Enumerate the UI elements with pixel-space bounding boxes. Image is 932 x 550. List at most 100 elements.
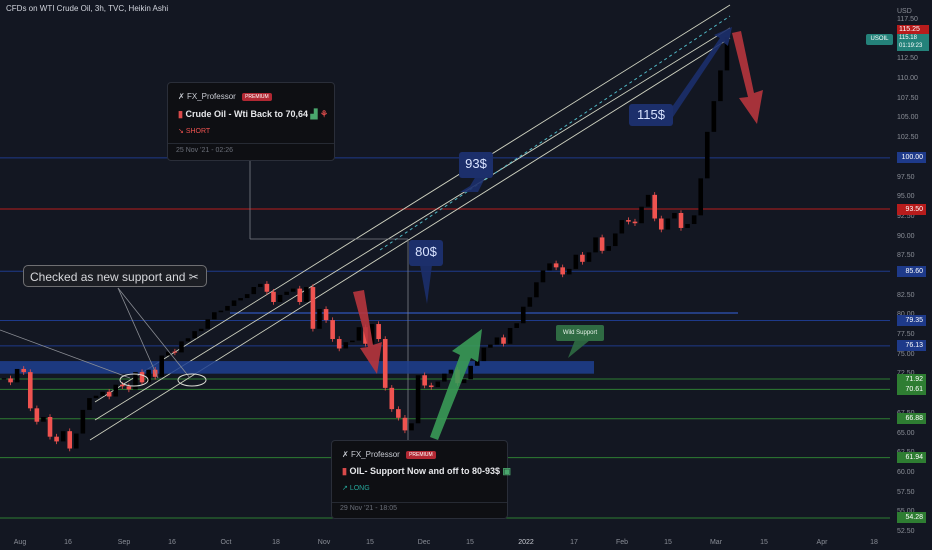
candle-body xyxy=(652,194,658,219)
chart-title: CFDs on WTI Crude Oil, 3h, TVC, Heikin A… xyxy=(6,4,169,13)
candle-body xyxy=(658,218,664,230)
candle-body xyxy=(665,218,671,230)
idea-title: OIL- Support Now and off to 80-93$ xyxy=(349,466,500,476)
idea-author[interactable]: FX_Professor xyxy=(186,92,236,101)
idea-date: 29 Nov '21 - 18:05 xyxy=(340,505,397,512)
y-tick-label: 80.00 xyxy=(897,311,915,318)
candle-body xyxy=(126,386,132,390)
candle-body xyxy=(560,267,565,275)
x-tick-label: 18 xyxy=(272,539,280,546)
candle-body xyxy=(1,378,7,380)
candle-body xyxy=(586,252,592,262)
candle-body xyxy=(146,369,151,383)
y-tick-label: 110.00 xyxy=(897,75,918,83)
candle-body xyxy=(159,355,165,377)
last-price-box: 115.18 01:19:23 xyxy=(897,34,929,51)
idea-author-row: ✗ FX_Professor PREMIUM xyxy=(178,92,272,101)
y-tick-label: 112.50 xyxy=(897,55,918,63)
candle-body xyxy=(501,337,506,344)
candle-body xyxy=(645,194,651,207)
candle-body xyxy=(8,378,13,383)
candle-body xyxy=(323,309,329,321)
candle-body xyxy=(435,381,441,388)
short-arrow-icon: ↘ xyxy=(178,128,184,135)
checked-support-callout[interactable]: Checked as new support and ✂ xyxy=(23,265,207,287)
candle-body xyxy=(678,212,684,228)
touch-marker xyxy=(119,373,149,387)
candle-body xyxy=(87,398,92,410)
level-price-label: 66.88 xyxy=(897,413,926,425)
y-tick-label: 90.00 xyxy=(897,232,915,240)
idea-author-row: ✗ FX_Professor PREMIUM xyxy=(342,450,436,459)
symbol-tag[interactable]: USOIL xyxy=(866,34,893,45)
x-tick-label: 15 xyxy=(664,539,672,546)
candle-body xyxy=(573,254,579,269)
candle-body xyxy=(304,287,309,302)
premium-badge: PREMIUM xyxy=(242,92,272,101)
idea-title-row[interactable]: ▮ Crude Oil - Wti Back to 70,64 ▟ ⚘ xyxy=(178,109,328,120)
x-tick-label: Nov xyxy=(317,539,331,546)
candle-body xyxy=(179,341,184,353)
candle-body xyxy=(527,297,533,307)
candle-body xyxy=(350,340,355,343)
candle-body xyxy=(632,221,638,224)
callout-leader xyxy=(0,329,131,379)
y-tick-label: 57.50 xyxy=(897,488,915,496)
rose-icon: ⚘ xyxy=(319,109,329,119)
candle-body xyxy=(468,365,473,380)
idea-title-row[interactable]: ▮ OIL- Support Now and off to 80-93$ ▣ xyxy=(342,466,511,477)
price-115-bubble[interactable]: 115$ xyxy=(629,104,673,126)
candle-body xyxy=(448,369,454,374)
channel-line xyxy=(94,27,731,421)
bar-countdown: 01:19:23 xyxy=(899,43,923,49)
idea-direction: LONG xyxy=(349,485,370,492)
idea-card-short[interactable]: ✗ FX_Professor PREMIUM ▮ Crude Oil - Wti… xyxy=(167,82,335,161)
candle-body xyxy=(580,254,585,262)
idea-card-long[interactable]: ✗ FX_Professor PREMIUM ▮ OIL- Support No… xyxy=(331,440,511,519)
long-arrow-icon: ↗ xyxy=(342,485,348,492)
candle-body xyxy=(606,246,611,251)
candle-body xyxy=(599,237,605,251)
y-tick-label: 52.50 xyxy=(897,528,915,535)
x-tick-label: 17 xyxy=(570,539,578,546)
candle-body xyxy=(488,344,493,348)
channel-line xyxy=(94,4,731,403)
idea-author[interactable]: FX_Professor xyxy=(350,450,400,459)
candle-body xyxy=(428,385,434,388)
price-93-bubble[interactable]: 93$ xyxy=(459,152,493,178)
x-tick-label: 15 xyxy=(760,539,768,546)
x-tick-label: Aug xyxy=(13,539,27,546)
candle-body xyxy=(47,416,53,437)
candle-body xyxy=(21,368,27,373)
candle-body xyxy=(566,268,572,275)
candle-body xyxy=(100,391,105,396)
wild-support-label[interactable]: Wild Support xyxy=(556,325,604,341)
candle-body xyxy=(376,324,381,340)
author-icon: ✗ xyxy=(342,450,349,459)
candle-body xyxy=(685,224,690,228)
down-arrow-red-large xyxy=(732,31,763,124)
idea-direction-row: ↘ SHORT xyxy=(178,127,210,135)
candle-body xyxy=(396,409,401,418)
x-tick-label: Feb xyxy=(615,539,629,546)
candle-body xyxy=(172,351,178,353)
y-tick-label: 75.00 xyxy=(897,350,915,358)
candle-body xyxy=(34,408,40,422)
price-80-bubble[interactable]: 80$ xyxy=(409,240,443,266)
candle-body xyxy=(284,291,289,295)
y-tick-label: 77.50 xyxy=(897,331,915,339)
callout-leader xyxy=(117,287,191,379)
callout-leader xyxy=(117,287,159,379)
level-price-label: 61.94 xyxy=(897,452,926,464)
level-price-label: 100.00 xyxy=(897,152,926,164)
level-price-label: 85.60 xyxy=(897,265,926,277)
y-tick-label: 105.00 xyxy=(897,114,919,122)
candle-body xyxy=(297,288,303,302)
candle-body xyxy=(711,101,717,132)
candle-body xyxy=(14,368,20,383)
candle-body xyxy=(422,375,427,386)
money-icon: ▣ xyxy=(502,466,511,476)
candle-body xyxy=(271,291,276,302)
